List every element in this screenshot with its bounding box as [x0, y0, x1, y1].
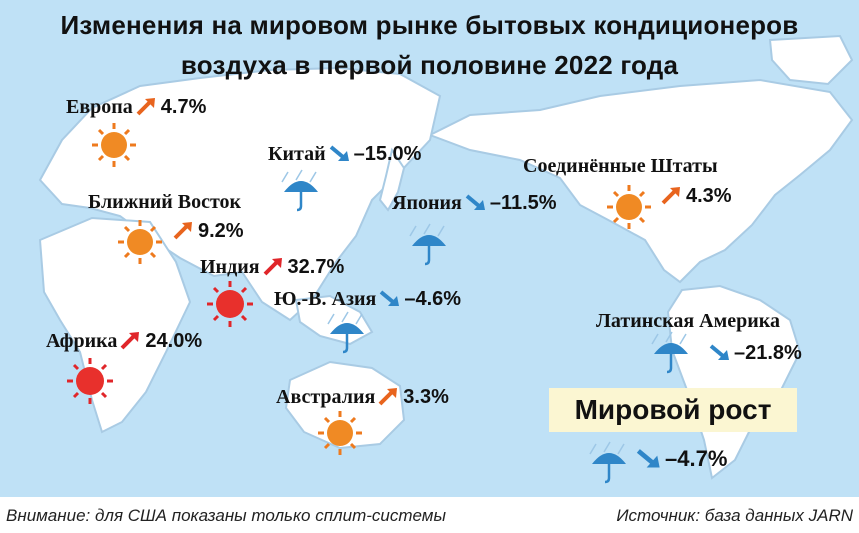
- region-japan: Япония –11.5%: [392, 192, 557, 215]
- region-label: Индия: [200, 256, 260, 278]
- region-value: 3.3%: [403, 386, 449, 408]
- sun-icon: [118, 220, 162, 264]
- hot-sun-icon: [67, 358, 113, 404]
- trend-down-arrow-icon: [380, 290, 400, 306]
- landmass-north-america: [427, 78, 854, 284]
- trend-up-arrow-icon: [378, 388, 398, 406]
- region-label: Австралия: [276, 386, 376, 408]
- region-europe: Европа 4.7%: [66, 96, 206, 119]
- trend-down-arrow-icon: [709, 344, 729, 360]
- region-label: Африка: [46, 330, 118, 352]
- chart-title-line-1: Изменения на мировом рынке бытовых конди…: [60, 10, 799, 40]
- region-value: 4.3%: [686, 185, 732, 207]
- region-value: 32.7%: [287, 256, 345, 278]
- region-usa-value: 4.3%: [658, 185, 732, 208]
- region-label: Соединённые Штаты: [523, 155, 718, 177]
- region-value: 4.7%: [160, 96, 207, 118]
- umbrella-rain-icon: [327, 311, 364, 354]
- sun-icon: [92, 123, 136, 167]
- world-total-label: Мировой рост: [574, 394, 772, 425]
- region-china: Китай –15.0%: [268, 143, 421, 166]
- region-label: Ближний Восток: [88, 191, 242, 213]
- trend-down-arrow-icon: [465, 194, 485, 210]
- world-map: Изменения на мировом рынке бытовых конди…: [0, 0, 859, 497]
- region-value: –15.0%: [353, 143, 422, 165]
- source-note: Источник: база данных JARN: [616, 506, 853, 525]
- trend-up-arrow-icon: [263, 258, 282, 276]
- region-latin-america-value: –21.8%: [706, 342, 802, 365]
- trend-up-arrow-icon: [173, 222, 192, 240]
- trend-up-arrow-icon: [136, 98, 155, 116]
- umbrella-rain-icon: [281, 169, 318, 212]
- region-india: Индия 32.7%: [200, 256, 344, 279]
- sun-icon: [607, 185, 651, 229]
- sun-icon: [318, 411, 362, 455]
- region-australia: Австралия 3.3%: [276, 386, 449, 409]
- region-label: Ю.-В. Азия: [274, 288, 377, 310]
- region-value: –21.8%: [734, 342, 802, 364]
- region-middle-east-value: 9.2%: [170, 220, 244, 243]
- trend-up-arrow-icon: [120, 332, 140, 350]
- hot-sun-icon: [207, 281, 253, 327]
- landmass-greenland: [768, 34, 854, 86]
- region-value: 24.0%: [145, 330, 203, 352]
- world-total-value: –4.7%: [665, 446, 728, 471]
- umbrella-rain-icon: [589, 441, 626, 484]
- trend-down-arrow-icon: [636, 449, 660, 468]
- footnote: Внимание: для США показаны только сплит-…: [6, 506, 446, 525]
- umbrella-rain-icon: [651, 331, 688, 374]
- region-label: Китай: [268, 143, 326, 165]
- region-middle-east: Ближний Восток: [88, 191, 241, 214]
- region-value: –4.6%: [404, 288, 462, 310]
- chart-title-line-2: воздуха в первой половине 2022 года: [180, 50, 679, 80]
- region-label: Латинская Америка: [596, 310, 780, 332]
- region-value: –11.5%: [489, 192, 557, 214]
- trend-up-arrow-icon: [661, 187, 680, 205]
- world-total-box: Мировой рост: [549, 388, 797, 432]
- landmass-africa: [38, 216, 192, 434]
- landmass-australia: [284, 360, 406, 450]
- region-latin-america: Латинская Америка: [596, 310, 780, 333]
- umbrella-rain-icon: [409, 223, 446, 266]
- landmass-japan: [378, 147, 406, 212]
- region-label: Япония: [392, 192, 462, 214]
- region-usa: Соединённые Штаты: [523, 155, 718, 178]
- trend-down-arrow-icon: [329, 145, 349, 161]
- region-label: Европа: [66, 96, 133, 118]
- region-africa: Африка 24.0%: [46, 330, 202, 353]
- region-southeast-asia: Ю.-В. Азия –4.6%: [274, 288, 461, 311]
- region-value: 9.2%: [198, 220, 244, 242]
